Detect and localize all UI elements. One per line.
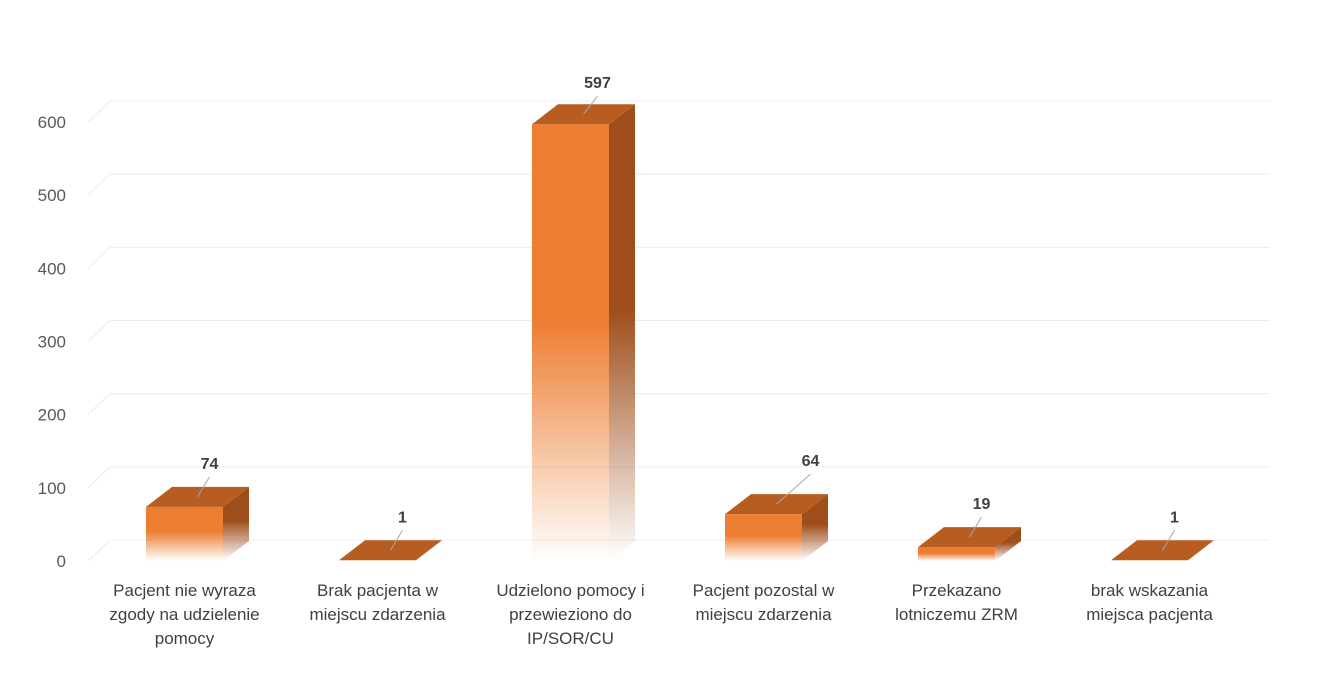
bar-front [918, 547, 995, 561]
leader-line [1162, 530, 1175, 551]
x-tick-label-line: IP/SOR/CU [527, 629, 614, 648]
x-tick-label: Przekazano lotniczemu ZRM [895, 581, 1018, 624]
gridline-depth [87, 466, 111, 489]
data-label-leaders [197, 95, 1175, 551]
bar-front [532, 124, 609, 561]
x-tick-label-line: Przekazano [912, 581, 1002, 600]
leader-line [390, 530, 403, 551]
y-tick-label: 0 [57, 552, 66, 571]
data-labels: 74 1 597 64 19 1 [201, 75, 1179, 526]
y-tick-label: 600 [38, 113, 66, 132]
x-tick-label-line: zgody na udzielenie [109, 605, 259, 624]
y-tick-label: 100 [38, 479, 66, 498]
gridline-depth [87, 539, 111, 562]
gridline-depth [87, 320, 111, 342]
gridline-depth [87, 100, 111, 123]
y-tick-label: 500 [38, 186, 66, 205]
bars [146, 104, 1214, 561]
x-tick-label-line: lotniczemu ZRM [895, 605, 1018, 624]
bar [918, 527, 1021, 561]
gridline-depth [87, 246, 111, 269]
bar-side [995, 527, 1021, 561]
x-tick-label-line: brak wskazania [1091, 581, 1209, 600]
bar-side [223, 486, 249, 561]
bar [146, 486, 249, 561]
x-tick-label-line: Brak pacjenta w [317, 581, 439, 600]
data-label: 597 [584, 75, 611, 92]
x-tick-label-line: miejscu zdarzenia [695, 605, 832, 624]
x-tick-label-line: przewieziono do [509, 605, 632, 624]
bar-front [725, 514, 802, 561]
y-tick-label: 400 [38, 259, 66, 278]
data-label: 19 [973, 496, 991, 513]
leader-line [969, 516, 982, 538]
x-tick-label: Udzielono pomocy i przewieziono do IP/SOR/… [496, 581, 644, 648]
x-axis-labels: Pacjent nie wyraza zgody na udzielenie pom… [109, 581, 1213, 648]
x-tick-label-line: miejscu zdarzenia [309, 605, 446, 624]
data-label: 64 [802, 453, 820, 470]
y-tick-label: 300 [38, 333, 66, 352]
y-axis: 0 100 200 300 400 500 600 [38, 113, 66, 571]
data-label: 1 [398, 509, 407, 526]
gridlines [87, 100, 1270, 562]
x-tick-label-line: Pacjent pozostal w [693, 581, 835, 600]
bar-side [802, 494, 828, 561]
data-label: 74 [201, 456, 219, 473]
bar [725, 494, 828, 561]
x-tick-label: Pacjent nie wyraza zgody na udzielenie pom… [109, 581, 259, 648]
y-tick-label: 200 [38, 406, 66, 425]
leader-line [197, 476, 210, 498]
x-tick-label: Brak pacjenta w miejscu zdarzenia [309, 581, 446, 624]
bar-front [146, 506, 223, 561]
x-tick-label-line: Udzielono pomocy i [496, 581, 644, 600]
leader-line [776, 473, 811, 505]
x-tick-label-line: Pacjent nie wyraza [113, 581, 256, 600]
x-tick-label: brak wskazania miejsca pacjenta [1086, 581, 1213, 624]
x-tick-label-line: miejsca pacjenta [1086, 605, 1213, 624]
bar-side [609, 104, 635, 561]
x-tick-label: Pacjent pozostal w miejscu zdarzenia [693, 581, 835, 624]
gridline-depth [87, 173, 111, 196]
x-tick-label-line: pomocy [155, 629, 215, 648]
leader-line [583, 95, 598, 115]
gridline-depth [87, 393, 111, 416]
bar [532, 104, 635, 561]
data-label: 1 [1170, 509, 1179, 526]
